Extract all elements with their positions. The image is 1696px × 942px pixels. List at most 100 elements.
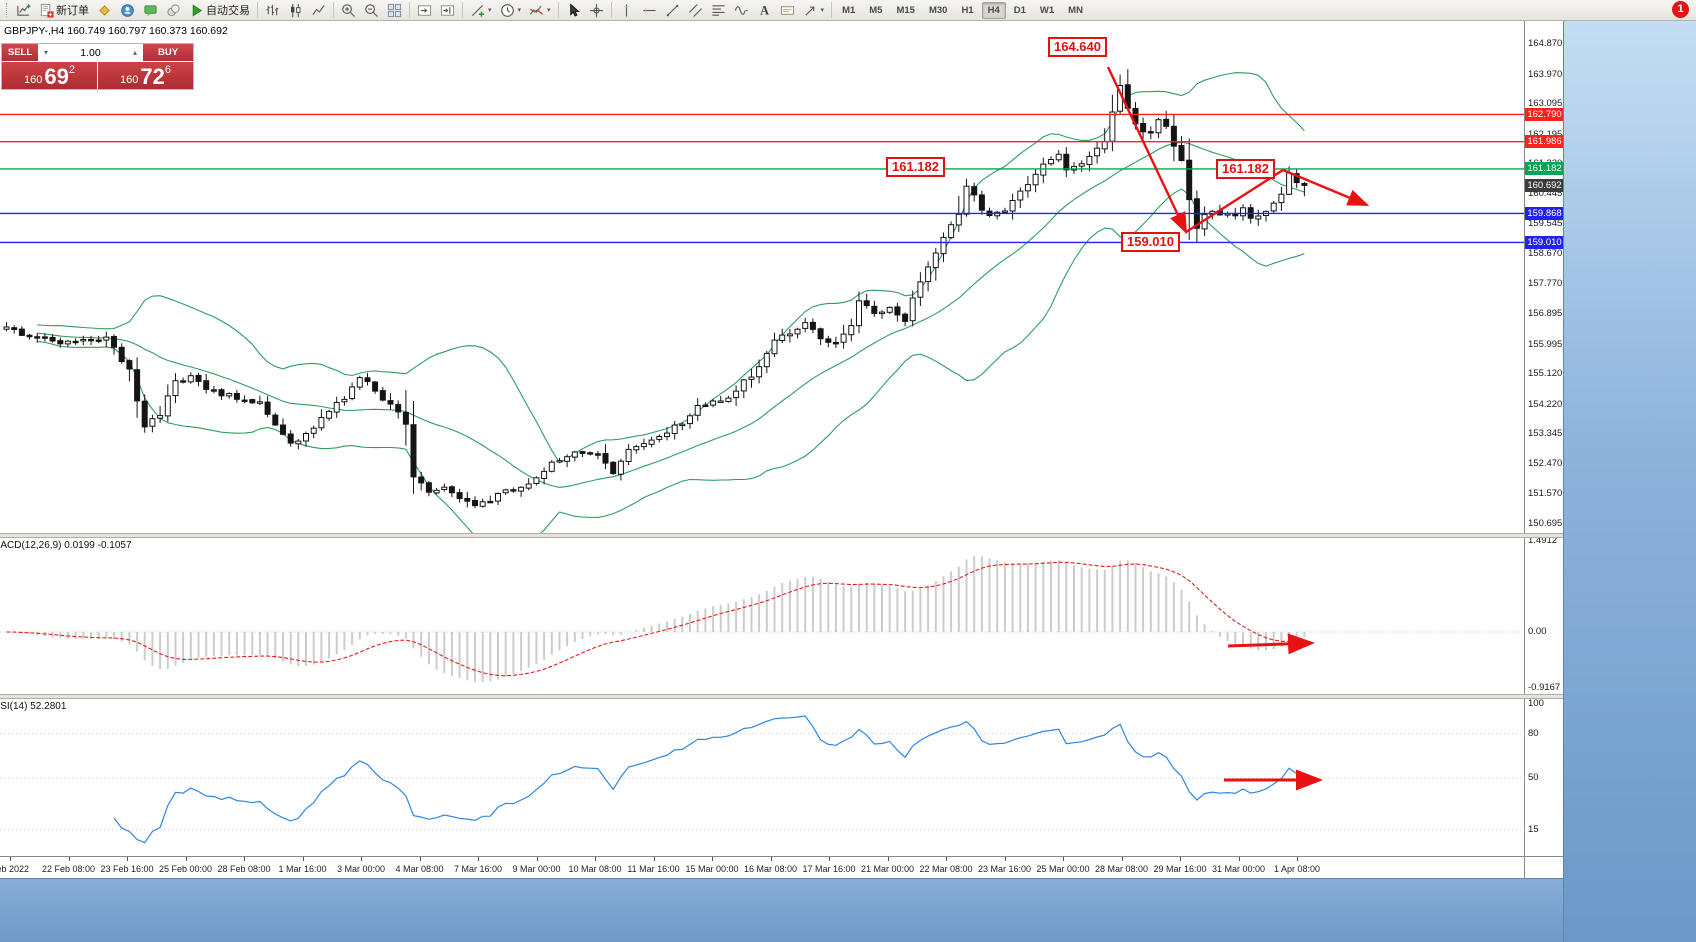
time-axis-label: 11 Mar 16:00: [627, 864, 680, 874]
buy-price-main: 72: [140, 64, 165, 89]
timeframe-h4-button[interactable]: H4: [981, 1, 1006, 19]
macd-histogram: [13, 556, 1306, 682]
time-axis[interactable]: Feb 2022 22 Feb 08:00 23 Feb 16:00 25 Feb 0…: [0, 856, 1563, 878]
sell-price-display[interactable]: 160 69 2: [2, 62, 97, 89]
community-button[interactable]: [139, 1, 162, 20]
vertical-line-button[interactable]: [615, 1, 638, 20]
shapes-button[interactable]: [730, 1, 753, 20]
tile-windows-button[interactable]: [383, 1, 406, 20]
autotrading-button[interactable]: 自动交易: [185, 1, 254, 20]
timeframe-m30-button[interactable]: M30: [928, 4, 948, 16]
timeframe-m1-button[interactable]: M1: [842, 4, 856, 16]
time-axis-label: 1 Apr 08:00: [1273, 864, 1321, 874]
rsi-line: [113, 715, 1305, 844]
auto-scroll-button[interactable]: [413, 1, 436, 20]
timeframe-w1-button[interactable]: W1: [1039, 4, 1055, 16]
auto-scroll-icon: [417, 3, 432, 18]
time-axis-tick: [536, 857, 538, 861]
text-button[interactable]: A: [753, 1, 776, 20]
price-annotation[interactable]: 161.182: [1216, 159, 1275, 179]
notification-badge[interactable]: 1: [1672, 1, 1689, 18]
time-axis-tick: [127, 857, 128, 861]
time-axis-label: 17 Mar 16:00: [802, 864, 856, 874]
time-axis-tick: [1063, 857, 1064, 861]
rsi-panel-canvas[interactable]: [0, 699, 1524, 856]
time-axis-tick: [946, 857, 947, 861]
label-button[interactable]: [776, 1, 799, 20]
time-axis-tick: [595, 857, 596, 861]
timeframe-m5-button[interactable]: M5: [869, 4, 883, 16]
price-axis-tick: 150.695: [1528, 518, 1563, 529]
crosshair-icon: [589, 3, 604, 18]
profile-button[interactable]: [116, 1, 139, 20]
one-click-trading-panel: SELL ▾ 1.00 ▴ BUY 160 69 2 160 72 6: [1, 43, 194, 90]
timeframe-m15-button[interactable]: M15: [896, 4, 915, 16]
time-axis-label: 1 Mar 16:00: [278, 864, 327, 874]
new-object-button[interactable]: ▾: [466, 1, 496, 20]
indicators-button[interactable]: ▾: [525, 1, 555, 20]
bar-chart-button[interactable]: [261, 1, 284, 20]
macd-axis-tick: 0.00: [1528, 626, 1547, 637]
buy-price-prefix: 160: [120, 74, 139, 86]
fibonacci-button[interactable]: [707, 1, 730, 20]
price-annotation[interactable]: 159.010: [1121, 232, 1180, 252]
time-axis-tick: [419, 857, 421, 861]
panel-separator[interactable]: [0, 533, 1563, 538]
chevron-down-icon: ▾: [547, 7, 551, 14]
main-chart-canvas[interactable]: [0, 21, 1524, 533]
buy-price-display[interactable]: 160 72 6: [98, 62, 193, 89]
sell-button[interactable]: SELL: [2, 44, 38, 61]
market-button[interactable]: [162, 1, 185, 20]
rsi-indicator-label: RSI(14) 52.2801: [0, 701, 67, 712]
price-axis-tick: 155.120: [1528, 368, 1563, 380]
new-chart-button[interactable]: [12, 1, 35, 20]
price-axis-tick: 160.445: [1528, 187, 1563, 199]
rsi-axis-tick: 15: [1528, 823, 1539, 835]
cursor-button[interactable]: [562, 1, 585, 20]
panel-separator[interactable]: [0, 694, 1563, 699]
zoom-out-icon: [364, 3, 379, 18]
price-annotation[interactable]: 164.640: [1048, 37, 1107, 57]
price-annotation[interactable]: 161.182: [886, 157, 945, 177]
arrows-button[interactable]: ▾: [799, 1, 829, 20]
timeframe-mn-button[interactable]: MN: [1068, 4, 1083, 16]
market-package-button[interactable]: [93, 1, 116, 20]
price-axis[interactable]: 164.870163.970163.095162.195161.320160.4…: [1524, 21, 1563, 878]
time-axis-tick: [1121, 857, 1123, 861]
time-axis-label: 25 Feb 00:00: [158, 864, 213, 874]
new-object-icon: [470, 3, 485, 18]
horizontal-line-button[interactable]: [638, 1, 661, 20]
volume-value[interactable]: 1.00: [80, 46, 101, 59]
time-axis-label: 4 Mar 08:00: [395, 864, 444, 874]
period-menu-button[interactable]: ▾: [496, 1, 526, 20]
channel-button[interactable]: [684, 1, 707, 20]
volume-decrease-button[interactable]: ▾: [43, 48, 48, 57]
time-axis-label: 23 Mar 16:00: [977, 864, 1032, 874]
new-order-icon: [39, 3, 54, 18]
zoom-out-button[interactable]: [360, 1, 383, 20]
shapes-icon: [734, 3, 749, 18]
price-level-badge: 159.868: [1525, 206, 1563, 220]
macd-panel-canvas[interactable]: [0, 538, 1524, 694]
timeframe-d1-button[interactable]: D1: [1013, 4, 1026, 16]
zoom-in-button[interactable]: [337, 1, 360, 20]
channel-icon: [688, 3, 703, 18]
crosshair-button[interactable]: [585, 1, 608, 20]
time-axis-tick: [653, 857, 655, 861]
line-chart-button[interactable]: [307, 1, 330, 20]
candlestick-chart-button[interactable]: [284, 1, 307, 20]
new-order-button[interactable]: 新订单: [35, 1, 93, 20]
macd-indicator-label: MACD(12,26,9) 0.0199 -0.1057: [0, 540, 132, 551]
toolbar-separator: [831, 2, 833, 18]
chart-shift-button[interactable]: [436, 1, 459, 20]
time-axis-tick: [10, 857, 11, 861]
price-axis-tick: 163.095: [1528, 98, 1563, 110]
volume-increase-button[interactable]: ▴: [132, 48, 137, 57]
buy-button[interactable]: BUY: [143, 44, 193, 61]
timeframe-h1-button[interactable]: H1: [961, 4, 974, 16]
trendline-button[interactable]: [661, 1, 684, 20]
text-icon: A: [757, 3, 772, 18]
volume-stepper[interactable]: ▾ 1.00 ▴: [39, 44, 142, 61]
time-axis-label: 23 Feb 16:00: [100, 864, 154, 874]
price-axis-tick: 163.970: [1528, 68, 1563, 80]
